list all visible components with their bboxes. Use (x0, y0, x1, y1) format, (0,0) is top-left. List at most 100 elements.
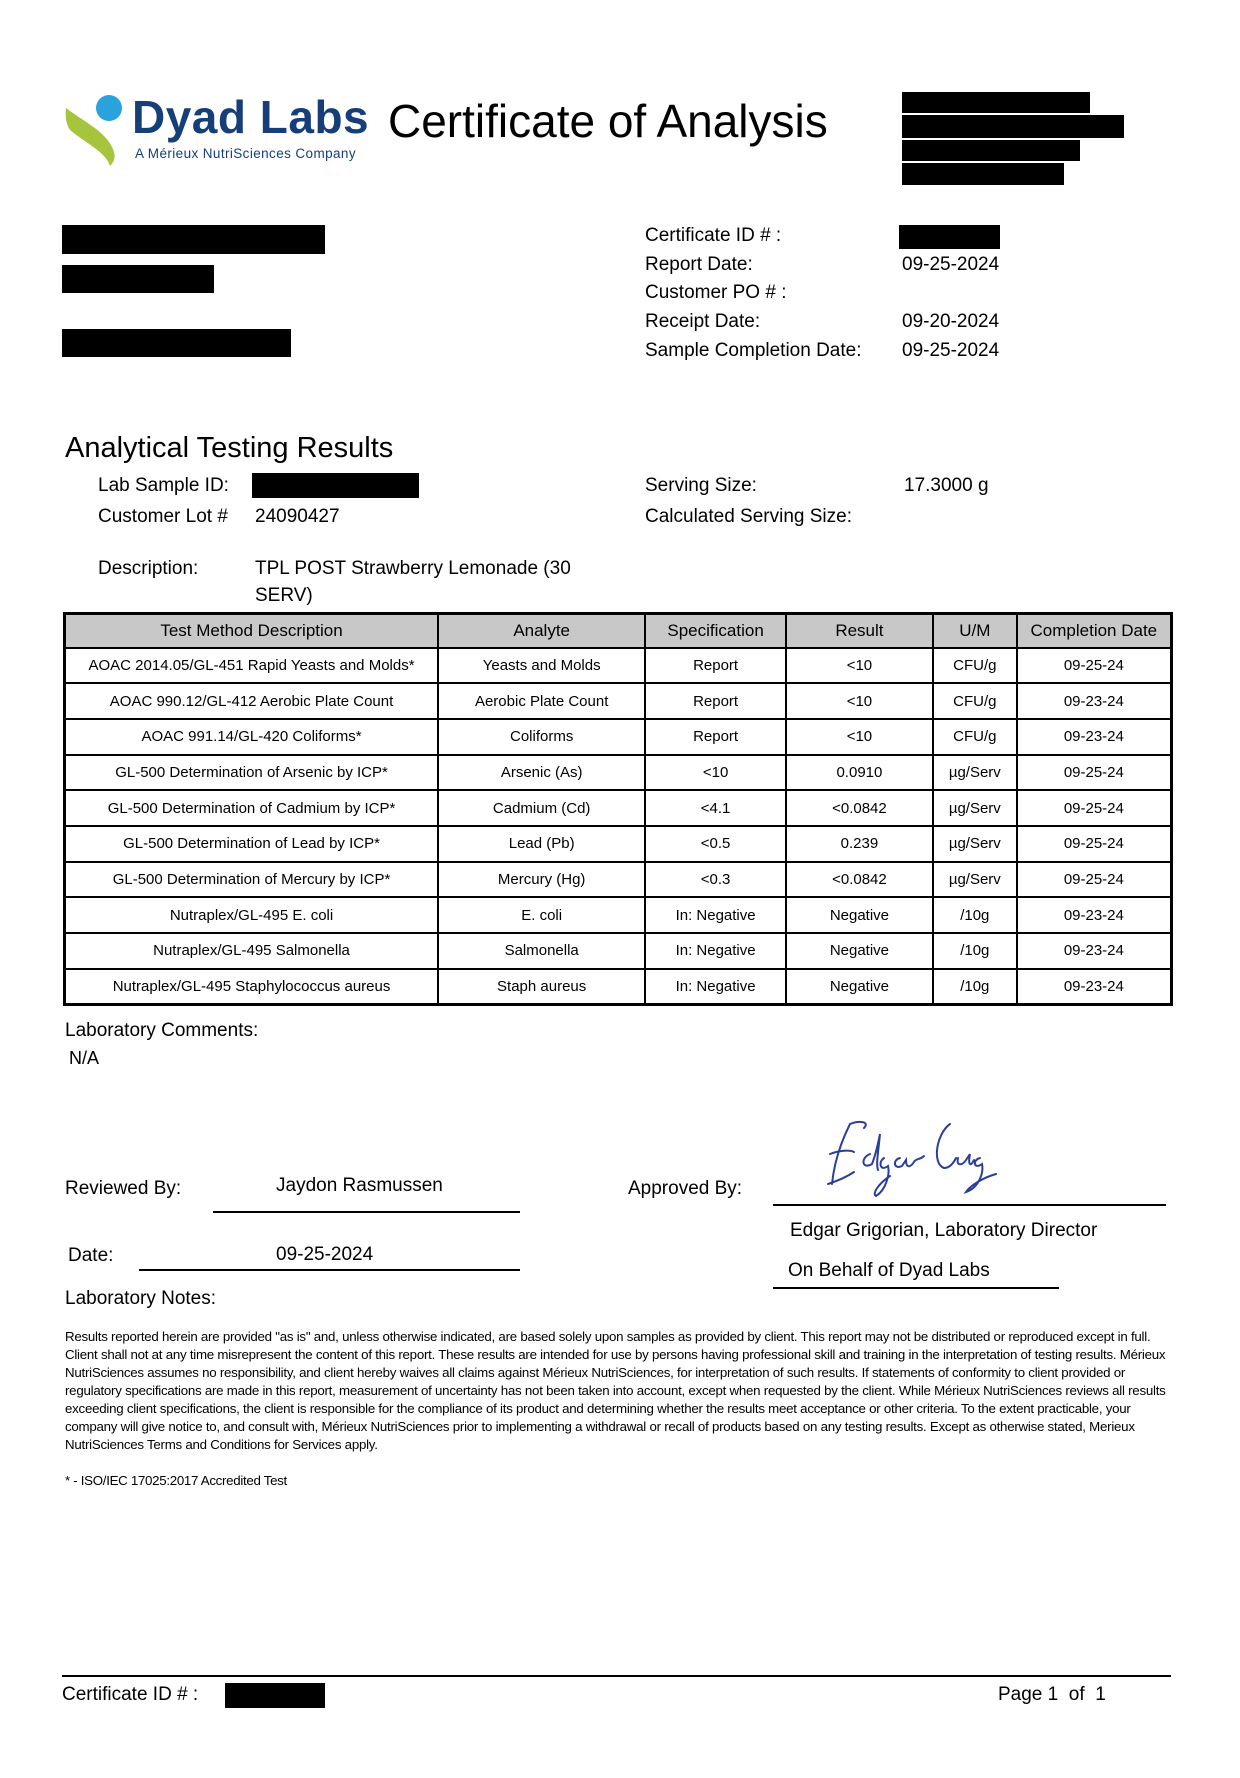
info-label: Report Date: (645, 254, 753, 275)
comments-label: Laboratory Comments: (65, 1020, 259, 1041)
table-cell: CFU/g (931, 646, 1018, 685)
column-header: Specification (644, 612, 787, 649)
table-cell: Report (644, 646, 787, 685)
table-cell: <10 (784, 646, 934, 685)
comments-value: N/A (69, 1048, 100, 1068)
table-cell: <0.5 (644, 824, 787, 863)
redacted-block (62, 329, 291, 357)
table-cell: Nutraplex/GL-495 E. coli (63, 896, 440, 934)
redacted-block (62, 225, 325, 254)
table-cell: Arsenic (As) (437, 753, 647, 792)
info-label: Customer PO # : (645, 282, 787, 303)
table-cell: 09-25-24 (1015, 753, 1173, 792)
table-cell: CFU/g (931, 717, 1018, 756)
lab-notes-label: Laboratory Notes: (65, 1288, 217, 1309)
table-cell: AOAC 2014.05/GL-451 Rapid Yeasts and Mol… (63, 646, 440, 685)
table-cell: 09-23-24 (1015, 717, 1173, 756)
description-label: Description: (98, 558, 199, 579)
column-header: Completion Date (1015, 612, 1173, 649)
table-cell: 0.0910 (784, 753, 934, 792)
table-cell: In: Negative (644, 896, 787, 934)
table-cell: Mercury (Hg) (437, 860, 647, 899)
table-cell: <10 (784, 717, 934, 756)
approved-by-label: Approved By: (628, 1178, 743, 1199)
table-cell: <0.3 (644, 860, 787, 899)
table-cell: Lead (Pb) (437, 824, 647, 863)
on-behalf-text: On Behalf of Dyad Labs (788, 1260, 990, 1281)
info-label: Receipt Date: (645, 311, 761, 332)
table-cell: <10 (644, 753, 787, 792)
table-cell: Coliforms (437, 717, 647, 756)
table-cell: /10g (931, 932, 1018, 970)
table-cell: GL-500 Determination of Arsenic by ICP* (63, 753, 440, 792)
table-cell: 09-25-24 (1015, 646, 1173, 685)
table-cell: In: Negative (644, 967, 787, 1006)
customer-lot-label: Customer Lot # (98, 506, 228, 527)
redacted-block (225, 1683, 325, 1708)
redacted-block (902, 115, 1124, 138)
table-cell: CFU/g (931, 682, 1018, 720)
table-row: GL-500 Determination of Mercury by ICP* M… (63, 860, 1173, 899)
brand-subtitle: A Mérieux NutriSciences Company (135, 146, 356, 161)
reviewed-by-label: Reviewed By: (65, 1178, 182, 1199)
table-row: Nutraplex/GL-495 Staphylococcus aureus St… (63, 967, 1173, 1006)
table-cell: 09-25-24 (1015, 860, 1173, 899)
table-cell: Report (644, 717, 787, 756)
table-cell: 0.239 (784, 824, 934, 863)
table-cell: 09-23-24 (1015, 967, 1173, 1006)
column-header: Result (784, 612, 934, 649)
section-title: Analytical Testing Results (65, 432, 394, 464)
table-cell: <0.0842 (784, 789, 934, 827)
redacted-block (252, 473, 419, 498)
serving-size-value: 17.3000 g (904, 475, 989, 496)
table-cell: 09-23-24 (1015, 896, 1173, 934)
redacted-block (62, 265, 214, 293)
table-row: AOAC 990.12/GL-412 Aerobic Plate Count Ae… (63, 682, 1173, 720)
date-label: Date: (68, 1245, 114, 1266)
review-date: 09-25-2024 (276, 1244, 374, 1265)
info-value: 09-20-2024 (902, 311, 1000, 332)
table-cell: <0.0842 (784, 860, 934, 899)
approver-name: Edgar Grigorian, Laboratory Director (790, 1220, 1098, 1241)
table-cell: GL-500 Determination of Cadmium by ICP* (63, 789, 440, 827)
table-cell: 09-25-24 (1015, 789, 1173, 827)
redacted-block (902, 92, 1090, 113)
document-title: Certificate of Analysis (388, 95, 828, 147)
table-cell: µg/Serv (931, 860, 1018, 899)
reviewer-name: Jaydon Rasmussen (276, 1175, 443, 1196)
page-indicator: Page 1 of 1 (998, 1684, 1106, 1705)
column-header: U/M (931, 612, 1018, 649)
table-cell: µg/Serv (931, 789, 1018, 827)
table-cell: Cadmium (Cd) (437, 789, 647, 827)
table-cell: Nutraplex/GL-495 Staphylococcus aureus (63, 967, 440, 1006)
info-label: Certificate ID # : (645, 225, 782, 246)
table-row: Nutraplex/GL-495 E. coli E. coli In: Negat… (63, 896, 1173, 934)
column-header: Test Method Description (63, 612, 440, 649)
table-cell: Negative (784, 896, 934, 934)
table-cell: µg/Serv (931, 824, 1018, 863)
redacted-block (902, 163, 1064, 185)
calculated-serving-label: Calculated Serving Size: (645, 506, 852, 527)
table-cell: Aerobic Plate Count (437, 682, 647, 720)
table-row: GL-500 Determination of Lead by ICP* Lead… (63, 824, 1173, 863)
table-cell: 09-23-24 (1015, 682, 1173, 720)
table-cell: Negative (784, 932, 934, 970)
info-value: 09-25-2024 (902, 254, 1000, 275)
table-cell: GL-500 Determination of Lead by ICP* (63, 824, 440, 863)
signature-image (827, 1120, 997, 1198)
table-cell: 09-23-24 (1015, 932, 1173, 970)
lab-notes-text: Results reported herein are provided "as… (65, 1329, 1166, 1452)
info-label: Sample Completion Date: (645, 340, 862, 361)
table-cell: <4.1 (644, 789, 787, 827)
table-row: Nutraplex/GL-495 Salmonella Salmonella In:… (63, 932, 1173, 970)
table-cell: µg/Serv (931, 753, 1018, 792)
table-cell: /10g (931, 967, 1018, 1006)
column-header: Analyte (437, 612, 647, 649)
table-cell: 09-25-24 (1015, 824, 1173, 863)
serving-size-label: Serving Size: (645, 475, 757, 496)
redacted-block (899, 225, 1000, 249)
table-cell: Staph aureus (437, 967, 647, 1006)
accreditation-footnote: * - ISO/IEC 17025:2017 Accredited Test (65, 1473, 287, 1488)
table-cell: AOAC 990.12/GL-412 Aerobic Plate Count (63, 682, 440, 720)
lab-sample-id-label: Lab Sample ID: (98, 475, 229, 496)
